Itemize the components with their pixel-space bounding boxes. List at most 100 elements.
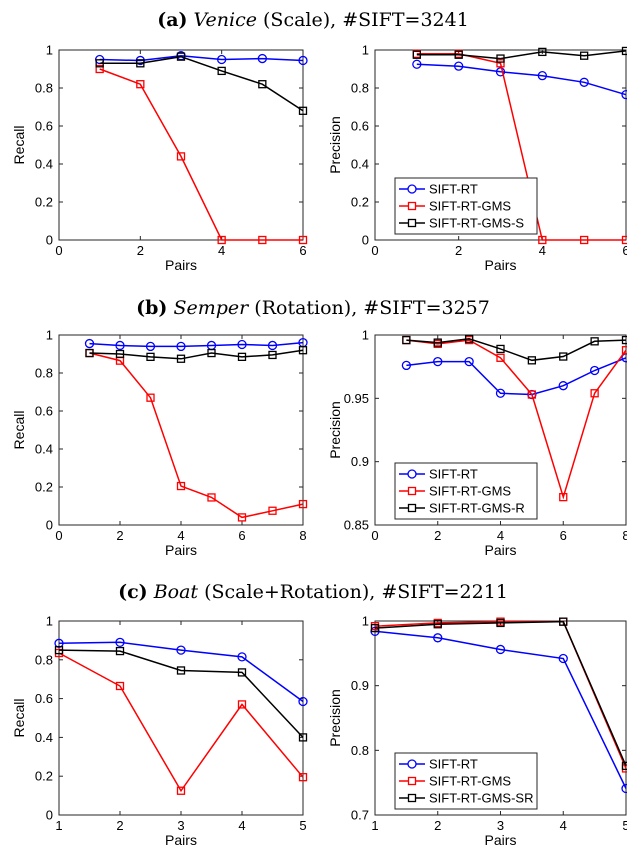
x-tick-label: 3 [497,818,504,833]
data-point [621,346,627,355]
y-axis-label: Recall [11,699,27,738]
y-tick-label: 0 [362,233,369,248]
y-tick-label: 1 [362,614,369,629]
x-tick-label: 6 [622,243,627,258]
chart-1: 0 2 4 6 0 0.2 0.4 0.6 0.8 1 Pairs Recall [11,43,308,273]
data-point [176,341,186,352]
legend-marker [407,184,417,194]
data-point [257,53,267,64]
y-axis-label: Precision [327,116,343,174]
y-axis-label: Recall [11,411,27,450]
y-tick-label: 1 [362,43,369,58]
y-tick-label: 0.8 [351,81,369,96]
y-tick-label: 0.9 [351,678,369,693]
data-point [464,334,474,343]
data-point [84,338,95,349]
data-point [207,348,216,358]
legend-label: SIFT-RT-GMS [429,484,511,499]
data-point [176,645,186,655]
data-point [433,356,443,367]
data-point [496,618,505,628]
y-tick-label: 1 [46,328,53,343]
data-point [621,335,627,345]
data-point [237,668,247,677]
x-tick-label: 4 [560,818,567,833]
data-point [433,633,443,643]
y-tick-label: 0.95 [344,391,369,406]
data-point [115,637,125,647]
data-point [145,341,156,352]
legend-label: SIFT-RT [429,757,478,772]
charts-layer: 0 2 4 6 0 0.2 0.4 0.6 0.8 1 Pairs Recall 0 2 4 6 0 0.2 0.4… [11,43,627,848]
y-tick-label: 0.8 [35,366,53,381]
data-point [237,700,247,709]
x-tick-label: 2 [116,818,123,833]
data-point [590,389,599,398]
data-point [267,340,278,351]
data-point [621,235,627,245]
data-point [496,353,505,362]
data-point [176,152,186,161]
data-point [115,349,125,359]
y-tick-label: 0.7 [351,808,369,823]
y-tick-label: 0.85 [344,518,369,533]
x-tick-label: 1 [371,818,378,833]
y-tick-label: 0.2 [351,195,369,210]
legend-marker [407,793,417,803]
series-line-2 [406,339,627,500]
x-axis-label: Pairs [165,832,197,848]
data-point [136,80,145,89]
x-tick-label: 4 [497,528,504,543]
x-tick-label: 4 [539,243,546,258]
data-point [115,340,125,351]
legend-marker [407,759,417,769]
plot-frame [58,620,304,816]
x-tick-label: 4 [177,528,184,543]
chart-6: 1 2 3 4 5 0.7 0.8 0.9 1 Pairs Precision SIFT-RT SIFT… [327,614,627,848]
data-point [621,761,627,771]
data-point [136,59,145,68]
data-point [496,59,505,68]
data-point [95,64,104,74]
data-point [527,356,537,365]
y-tick-label: 0.8 [351,743,369,758]
panel-b-title: (b) Semper (Rotation), #SIFT=3257 [136,297,490,319]
panel-c-title: (c) Boat (Scale+Rotation), #SIFT=2211 [118,581,508,603]
x-axis-label: Pairs [485,542,517,558]
y-tick-label: 0.4 [35,442,53,457]
series-line-2 [416,53,626,241]
data-point [496,344,505,354]
data-point [176,354,186,363]
series-line-2 [89,352,304,519]
data-point [268,506,277,515]
y-tick-label: 0 [46,518,53,533]
data-point [454,50,463,59]
data-point [589,365,600,376]
data-point [115,646,125,656]
data-point [559,492,568,502]
data-point [207,493,216,502]
series-line-3 [374,620,627,767]
x-tick-label: 4 [218,243,225,258]
y-tick-label: 0.2 [35,769,53,784]
panel-a-dataset: Venice [194,9,257,31]
data-point [537,71,547,81]
x-tick-label: 6 [560,528,567,543]
legend-label: SIFT-RT-GMS-S [429,216,524,231]
x-tick-label: 3 [177,818,184,833]
data-point [298,696,308,707]
legend-marker [407,503,417,513]
data-point [538,47,547,57]
data-point [237,513,247,522]
data-point [454,61,464,71]
data-point [464,356,474,367]
data-point [54,645,64,655]
y-tick-label: 1 [362,328,369,343]
data-point [370,623,380,633]
y-axis-label: Precision [327,689,343,747]
series-line-1 [89,341,304,348]
x-tick-label: 6 [299,243,306,258]
data-point [217,66,226,76]
legend-label: SIFT-RT-GMS [429,774,511,789]
x-tick-label: 1 [55,818,62,833]
